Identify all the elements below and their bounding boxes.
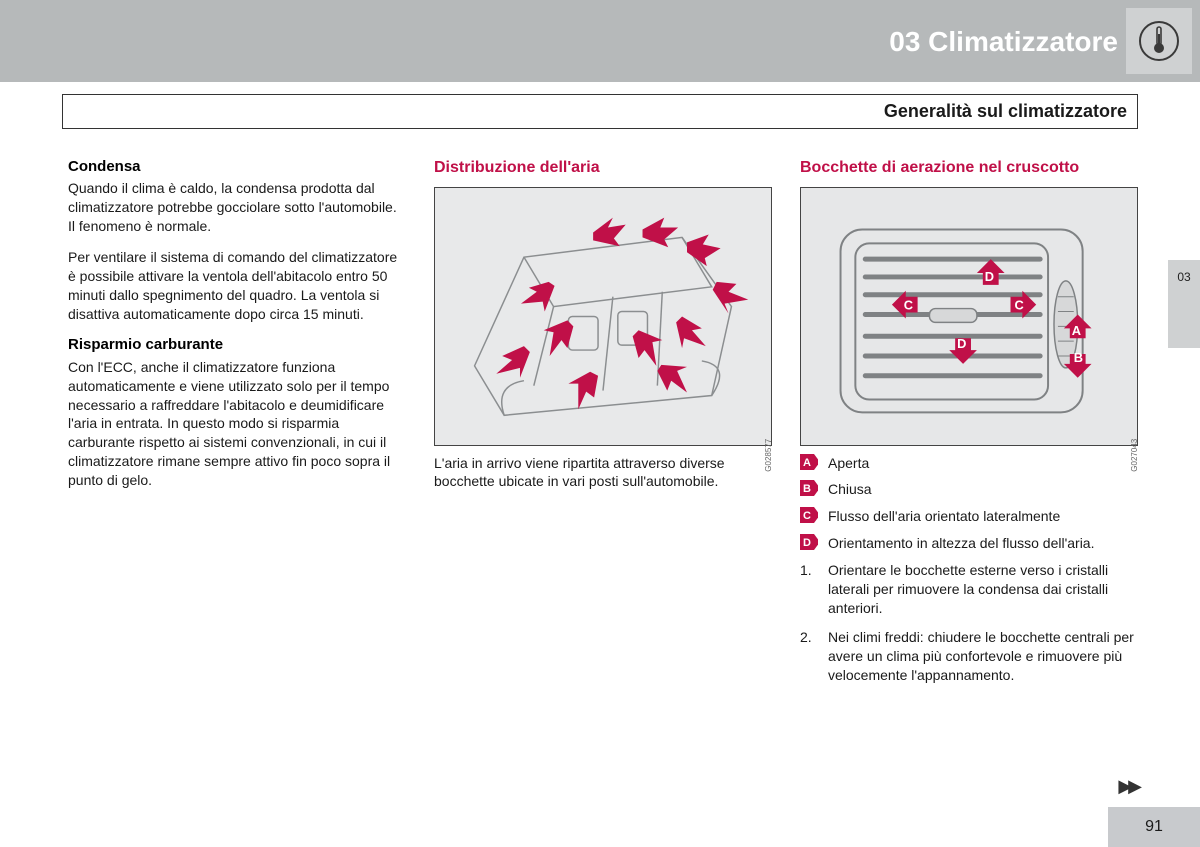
legend-text-d: Orientamento in altezza del flusso dell'… [828, 534, 1094, 553]
legend-item-a: A Aperta [800, 454, 1138, 473]
column-3: Bocchette di aerazione nel cruscotto [800, 157, 1138, 694]
legend-badge-d-icon: D [800, 534, 818, 550]
svg-text:B: B [1074, 350, 1083, 365]
ordered-steps: 1. Orientare le bocchette esterne verso … [800, 561, 1138, 684]
legend-item-b: B Chiusa [800, 480, 1138, 499]
legend-badge-c-icon: C [800, 507, 818, 523]
legend-badge-a-icon: A [800, 454, 818, 470]
legend-badge-b-icon: B [800, 480, 818, 496]
step-text-1: Orientare le bocchette esterne verso i c… [828, 561, 1138, 618]
content-columns: Condensa Quando il clima è caldo, la con… [68, 157, 1138, 694]
heading-risparmio: Risparmio carburante [68, 335, 406, 355]
svg-text:D: D [957, 336, 966, 351]
side-tab: 03 [1168, 260, 1200, 348]
thermometer-icon [1138, 20, 1180, 62]
svg-text:B: B [803, 483, 811, 495]
heading-condensa: Condensa [68, 157, 406, 177]
figure-code-2: G027043 [1130, 439, 1141, 472]
header-bar: 03 Climatizzatore [0, 0, 1200, 82]
legend-text-c: Flusso dell'aria orientato lateralmente [828, 507, 1060, 526]
section-subtitle: Generalità sul climatizzatore [62, 94, 1138, 129]
figure-vent: D C C D [800, 187, 1138, 446]
step-text-2: Nei climi freddi: chiudere le bocchette … [828, 628, 1138, 685]
caption-distribuzione: L'aria in arrivo viene ripartita attrave… [434, 454, 772, 492]
continue-arrows-icon: ▶▶ [1118, 776, 1138, 797]
svg-text:D: D [803, 537, 811, 549]
step-num-1: 1. [800, 561, 818, 618]
step-1: 1. Orientare le bocchette esterne verso … [800, 561, 1138, 618]
chapter-icon-badge [1126, 8, 1192, 74]
legend-text-b: Chiusa [828, 480, 872, 499]
svg-text:A: A [1072, 323, 1081, 338]
legend-list: A Aperta B Chiusa C Flusso dell'aria ori… [800, 454, 1138, 554]
svg-text:C: C [904, 297, 913, 312]
step-2: 2. Nei climi freddi: chiudere le bocchet… [800, 628, 1138, 685]
column-1: Condensa Quando il clima è caldo, la con… [68, 157, 406, 694]
svg-text:A: A [803, 457, 811, 469]
heading-bocchette: Bocchette di aerazione nel cruscotto [800, 157, 1138, 179]
legend-item-d: D Orientamento in altezza del flusso del… [800, 534, 1138, 553]
para-condensa-1: Quando il clima è caldo, la condensa pro… [68, 179, 406, 236]
column-2: Distribuzione dell'aria [434, 157, 772, 694]
para-condensa-2: Per ventilare il sistema di comando del … [68, 248, 406, 324]
svg-text:D: D [985, 268, 994, 283]
step-num-2: 2. [800, 628, 818, 685]
figure-code-1: G028577 [764, 439, 775, 472]
heading-distribuzione: Distribuzione dell'aria [434, 157, 772, 179]
chapter-title: 03 Climatizzatore [889, 26, 1118, 58]
legend-text-a: Aperta [828, 454, 869, 473]
para-risparmio: Con l'ECC, anche il climatizzatore funzi… [68, 358, 406, 490]
svg-text:C: C [803, 510, 811, 522]
page-number: 91 [1108, 807, 1200, 847]
legend-item-c: C Flusso dell'aria orientato lateralment… [800, 507, 1138, 526]
svg-text:C: C [1014, 297, 1023, 312]
figure-air-distribution: G028577 [434, 187, 772, 446]
